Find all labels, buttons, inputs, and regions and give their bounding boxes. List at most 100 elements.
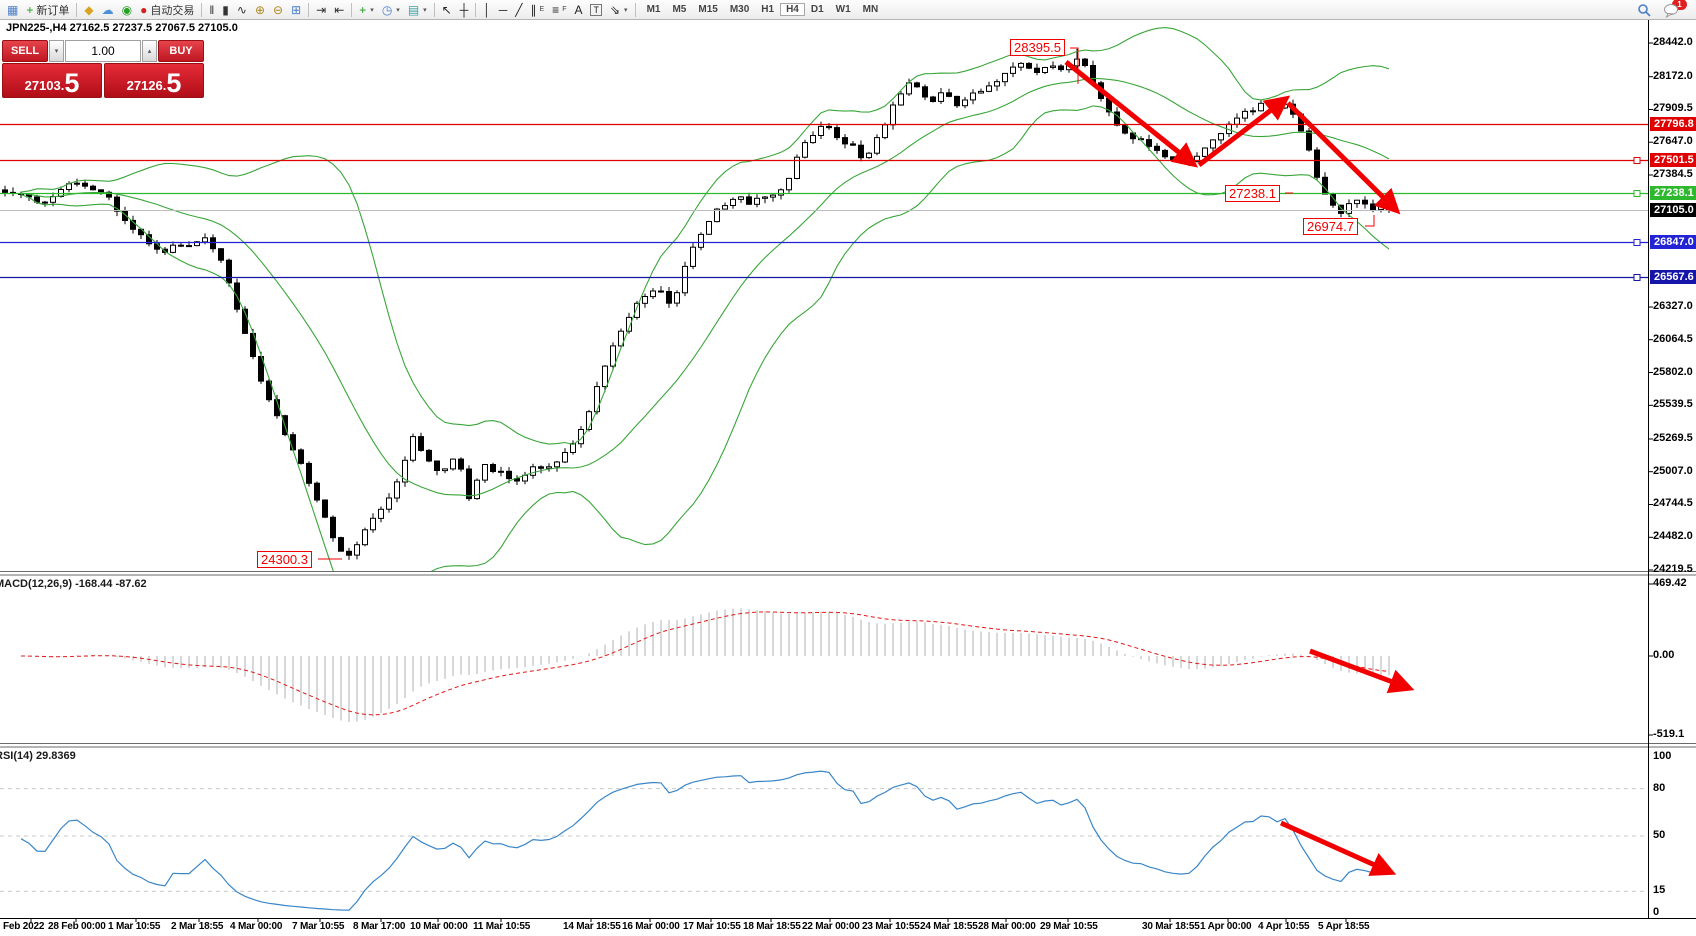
- toolbar-separator: [351, 2, 353, 17]
- buy-price-big: 5: [166, 68, 182, 98]
- timeframe-w1[interactable]: W1: [835, 4, 851, 15]
- price-axis-label: 28442.0: [1653, 36, 1693, 48]
- chat-notification-badge: 1: [1672, 0, 1687, 10]
- timeframe-d1[interactable]: D1: [810, 4, 824, 15]
- toolbar-separator: [201, 2, 203, 17]
- cloud-icon[interactable]: ☁: [101, 2, 114, 17]
- price-level-badge: 27796.8: [1650, 116, 1696, 131]
- zoom-out-icon[interactable]: ⊖: [273, 2, 284, 17]
- price-axis-label: 25802.0: [1653, 365, 1693, 378]
- trendline-button[interactable]: ╱: [515, 2, 523, 17]
- macd-scale-label: 469.42: [1653, 577, 1687, 589]
- annotation-price-label[interactable]: 28395.5: [1010, 39, 1065, 56]
- templates-button[interactable]: ▤ ▾: [407, 2, 427, 17]
- time-axis-label: 5 Apr 18:55: [1318, 921, 1370, 932]
- toolbar-separator: [475, 2, 477, 17]
- time-axis-label: 7 Mar 10:55: [292, 921, 345, 932]
- time-axis-label: 18 Mar 18:55: [743, 921, 801, 932]
- level-handle[interactable]: [1633, 190, 1641, 197]
- candles-chart-icon[interactable]: ▮: [222, 2, 229, 17]
- chat-icon[interactable]: 1: [1663, 0, 1687, 18]
- chart-shift-icon[interactable]: ⇥: [316, 2, 327, 17]
- periods-button[interactable]: ◷ ▾: [381, 2, 400, 17]
- rsi-scale-label: 80: [1653, 781, 1666, 794]
- time-axis-label: 2 Mar 18:55: [171, 921, 224, 932]
- new-order-button[interactable]: + 新订单: [26, 2, 70, 17]
- timeframe-h4[interactable]: H4: [780, 3, 805, 16]
- price-axis-label: 27909.5: [1653, 102, 1693, 115]
- trend-arrow[interactable]: [1064, 60, 1199, 168]
- crosshair-button[interactable]: ┼: [459, 2, 469, 17]
- tile-windows-icon[interactable]: ⊞: [291, 2, 302, 17]
- zoom-in-icon[interactable]: ⊕: [254, 2, 266, 17]
- horizontal-line-button[interactable]: ─: [498, 2, 508, 17]
- one-click-trading-panel: SELL ▾ 1.00 ▴ BUY 27103. 5 27126. 5: [2, 40, 204, 98]
- buy-button[interactable]: BUY: [158, 40, 204, 62]
- text-label-button[interactable]: T: [586, 1, 606, 18]
- annotation-price-label[interactable]: 27238.1: [1225, 185, 1280, 202]
- time-axis-label: 24 Mar 18:55: [920, 921, 978, 932]
- toolbar-separator: [76, 2, 78, 17]
- volume-input[interactable]: 1.00: [65, 40, 141, 62]
- timeframe-h1[interactable]: H1: [761, 4, 775, 15]
- price-axis-label: 24482.0: [1653, 530, 1693, 543]
- sell-price-big: 5: [64, 68, 80, 98]
- price-axis-label: 27384.5: [1653, 167, 1693, 180]
- arrows-button[interactable]: ⇘ ▾: [609, 2, 628, 17]
- rsi-scale-label: 15: [1653, 884, 1666, 897]
- signals-icon[interactable]: ◉: [121, 2, 133, 17]
- sell-button[interactable]: SELL: [2, 40, 48, 62]
- cursor-button[interactable]: ↖: [441, 2, 452, 17]
- level-handle[interactable]: [1633, 274, 1641, 281]
- annotation-price-label[interactable]: 26974.7: [1303, 218, 1358, 235]
- price-axis-label: 24744.5: [1653, 497, 1693, 510]
- annotation-price-label[interactable]: 24300.3: [257, 551, 312, 568]
- time-axis-label: 14 Mar 18:55: [563, 921, 621, 932]
- macd-signal-line: [20, 611, 1390, 716]
- time-axis-label: Feb 2022: [3, 921, 45, 932]
- vertical-line-button[interactable]: │: [483, 2, 491, 17]
- sell-price-display[interactable]: 27103. 5: [2, 63, 102, 98]
- trend-arrow[interactable]: [1286, 101, 1401, 215]
- search-icon[interactable]: [1637, 3, 1651, 17]
- price-axis-label: 27647.0: [1653, 135, 1693, 148]
- level-handle[interactable]: [1633, 157, 1641, 164]
- price-level-badge: 27105.0: [1650, 202, 1696, 217]
- toolbar-separator: [308, 2, 310, 17]
- text-button[interactable]: A: [574, 2, 583, 17]
- timeframe-m15[interactable]: M15: [698, 4, 718, 15]
- annotation-connector: [1365, 215, 1375, 227]
- volume-decrease-button[interactable]: ▾: [49, 40, 64, 62]
- price-level-badge: 27238.1: [1650, 186, 1696, 201]
- toolbar-separator: [433, 2, 435, 17]
- fibonacci-button[interactable]: ≡ F: [552, 2, 567, 17]
- equidistant-channel-button[interactable]: ∥ E: [530, 2, 545, 17]
- trend-arrow[interactable]: [1197, 95, 1291, 167]
- bars-chart-icon[interactable]: ‖: [209, 2, 215, 17]
- trend-arrow[interactable]: [1279, 820, 1397, 876]
- timeframe-mn[interactable]: MN: [862, 4, 879, 15]
- line-chart-icon[interactable]: ∿: [236, 2, 247, 17]
- timeframe-m30[interactable]: M30: [729, 4, 750, 15]
- buy-price-display[interactable]: 27126. 5: [104, 63, 204, 98]
- price-level-badge: 26567.6: [1650, 269, 1696, 284]
- price-axis-label: 25269.5: [1653, 431, 1693, 444]
- add-indicator-button[interactable]: + ▾: [359, 2, 374, 17]
- timeframe-m1[interactable]: M1: [646, 4, 661, 15]
- price-axis-label: 26064.5: [1653, 332, 1693, 345]
- level-handle[interactable]: [1633, 239, 1641, 246]
- time-axis-label: 29 Mar 10:55: [1040, 921, 1098, 932]
- price-axis-label: 26327.0: [1653, 299, 1693, 312]
- toolbar-separator: [634, 2, 636, 17]
- auto-scroll-icon[interactable]: ⇤: [334, 2, 345, 17]
- trend-arrow[interactable]: [1309, 648, 1415, 694]
- time-axis-label: 1 Mar 10:55: [108, 921, 161, 932]
- autotrade-button[interactable]: ● 自动交易: [140, 2, 195, 17]
- market-icon[interactable]: ◆: [84, 2, 94, 17]
- charts-window-icon[interactable]: ▦: [7, 2, 19, 17]
- timeframe-m5[interactable]: M5: [672, 4, 687, 15]
- volume-increase-button[interactable]: ▴: [142, 40, 157, 62]
- time-axis-label: 22 Mar 00:00: [802, 921, 860, 932]
- price-axis-label: 28172.0: [1653, 69, 1693, 82]
